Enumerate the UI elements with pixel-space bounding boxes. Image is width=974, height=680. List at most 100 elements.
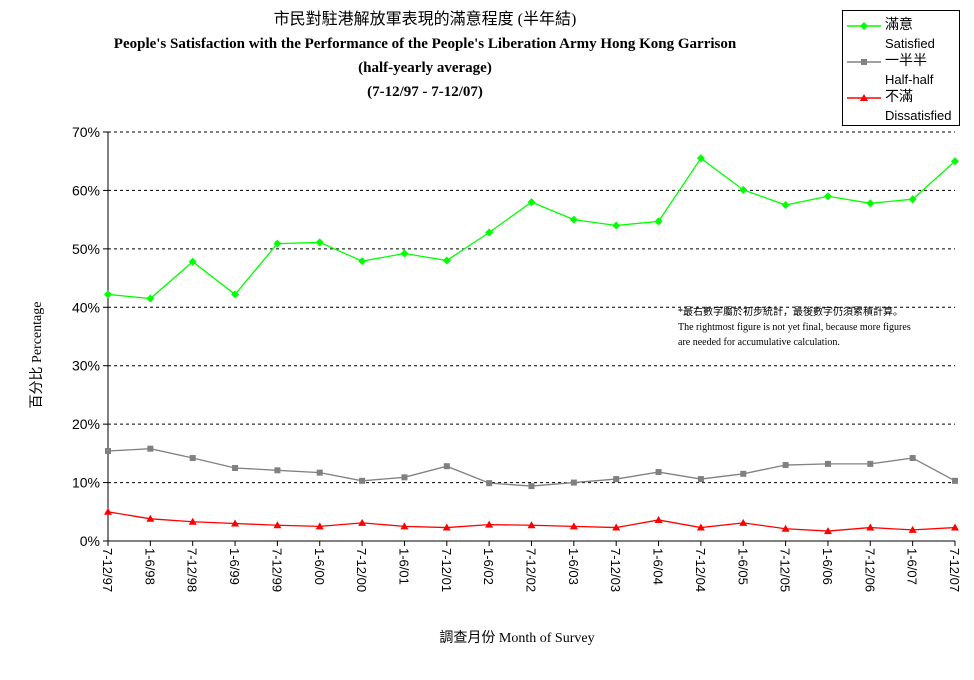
legend-item-satisfied: 滿意 Satisfied <box>847 17 959 53</box>
footnote-zh: *最右數字屬於初步統計，最後數字仍須累積計算。 <box>678 307 903 318</box>
x-tick-label: 1-6/04 <box>651 548 666 585</box>
series-line-satisfied <box>107 157 956 300</box>
legend-item-half-half: 一半半 Half-half <box>847 53 959 89</box>
data-point-dissatisfied <box>654 515 663 523</box>
data-point-satisfied <box>442 256 451 265</box>
x-tick-label: 1-6/01 <box>396 548 411 585</box>
x-tick-label: 7-12/04 <box>693 548 708 592</box>
data-point-half-half <box>740 470 747 477</box>
data-point-half-half <box>528 483 535 490</box>
data-point-half-half <box>105 448 111 455</box>
legend-label-en: Satisfied <box>885 36 935 51</box>
chart-subtitle: (half-yearly average) <box>358 60 492 76</box>
chart-title-block: 市民對駐港解放軍表現的滿意程度 (半年結) People's Satisfact… <box>30 8 820 104</box>
data-point-dissatisfied <box>612 523 621 531</box>
data-point-dissatisfied <box>315 522 324 530</box>
x-tick-label: 1-6/06 <box>820 548 835 585</box>
data-point-dissatisfied <box>273 521 282 529</box>
data-point-dissatisfied <box>696 523 705 531</box>
data-point-half-half <box>443 463 450 470</box>
x-tick-label: 7-12/00 <box>354 548 369 592</box>
data-point-half-half <box>232 464 239 471</box>
x-tick-label: 1-6/99 <box>227 548 242 585</box>
y-tick-label: 20% <box>72 416 100 432</box>
data-point-half-half <box>909 455 916 462</box>
data-point-dissatisfied <box>908 525 917 533</box>
x-tick-label: 7-12/02 <box>524 548 539 592</box>
y-tick-label: 60% <box>72 182 100 198</box>
data-point-dissatisfied <box>146 514 155 522</box>
data-point-half-half <box>697 476 704 483</box>
legend-swatch-half-half <box>847 59 881 65</box>
data-point-satisfied <box>654 217 663 226</box>
x-tick-label: 7-12/01 <box>439 548 454 592</box>
legend-label-en: Dissatisfied <box>885 108 952 123</box>
data-point-satisfied <box>908 195 917 204</box>
x-tick-label: 1-6/03 <box>566 548 581 585</box>
legend-swatch-dissatisfied <box>847 94 881 101</box>
y-tick-label: 0% <box>80 533 100 549</box>
x-tick-label: 1-6/05 <box>735 548 750 585</box>
x-axis-label: 調查月份 Month of Survey <box>439 631 595 646</box>
x-tick-label: 7-12/98 <box>185 548 200 592</box>
data-point-dissatisfied <box>866 523 875 531</box>
data-point-half-half <box>486 480 493 487</box>
y-tick-label: 30% <box>72 358 100 374</box>
data-point-satisfied <box>527 198 536 207</box>
legend-label-zh: 不滿 <box>885 90 913 105</box>
data-point-half-half <box>359 477 366 484</box>
data-point-half-half <box>952 477 958 484</box>
data-point-half-half <box>189 455 196 462</box>
data-point-satisfied <box>866 199 875 208</box>
footnote-en-line-1: The rightmost figure is not yet final, b… <box>678 322 911 333</box>
x-tick-label: 1-6/98 <box>142 548 157 585</box>
data-point-satisfied <box>273 239 282 248</box>
x-tick-label: 7-12/05 <box>778 548 793 592</box>
data-point-dissatisfied <box>104 507 112 515</box>
y-tick-label: 70% <box>72 124 100 140</box>
y-tick-label: 40% <box>72 299 100 315</box>
data-point-half-half <box>401 474 408 481</box>
data-point-dissatisfied <box>781 524 790 532</box>
footnote-en-line-2: are needed for accumulative calculation. <box>678 337 840 348</box>
x-tick-label: 1-6/07 <box>905 548 920 585</box>
legend-label-zh: 滿意 <box>885 18 913 33</box>
y-tick-label: 10% <box>72 475 100 491</box>
data-point-dissatisfied <box>485 520 494 528</box>
data-point-satisfied <box>951 157 959 166</box>
data-point-satisfied <box>739 185 748 194</box>
data-point-half-half <box>782 462 789 469</box>
data-point-satisfied <box>485 228 494 237</box>
data-point-half-half <box>570 479 577 486</box>
x-tick-label: 1-6/00 <box>312 548 327 585</box>
legend-swatch-satisfied <box>847 22 881 30</box>
y-axis-label: 百分比 Percentage <box>30 301 45 409</box>
chart-footnote: *最右數字屬於初步統計，最後數字仍須累積計算。 The rightmost fi… <box>678 305 968 350</box>
legend-label-zh: 一半半 <box>885 54 927 69</box>
data-point-satisfied <box>569 215 578 224</box>
data-point-satisfied <box>358 257 367 266</box>
x-tick-label: 7-12/99 <box>269 548 284 592</box>
data-point-dissatisfied <box>231 519 240 527</box>
data-point-dissatisfied <box>739 518 748 526</box>
data-point-dissatisfied <box>951 523 959 531</box>
data-point-half-half <box>824 460 831 467</box>
data-point-satisfied <box>315 238 324 247</box>
data-point-half-half <box>655 469 662 476</box>
data-point-dissatisfied <box>442 523 451 531</box>
x-tick-label: 1-6/02 <box>481 548 496 585</box>
data-point-half-half <box>274 467 281 474</box>
chart-legend: 滿意 Satisfied 一半半 Half-half 不滿 Dissatisfi… <box>842 10 960 126</box>
data-point-satisfied <box>231 290 240 299</box>
legend-item-dissatisfied: 不滿 Dissatisfied <box>847 89 959 125</box>
data-point-half-half <box>613 476 620 483</box>
data-point-satisfied <box>781 201 790 210</box>
legend-label-en: Half-half <box>885 72 934 87</box>
x-tick-label: 7-12/03 <box>608 548 623 592</box>
chart-title-en: People's Satisfaction with the Performan… <box>113 36 737 52</box>
x-tick-label: 7-12/06 <box>862 548 877 592</box>
data-point-satisfied <box>823 192 832 201</box>
data-point-dissatisfied <box>400 522 409 530</box>
data-point-dissatisfied <box>569 522 578 530</box>
